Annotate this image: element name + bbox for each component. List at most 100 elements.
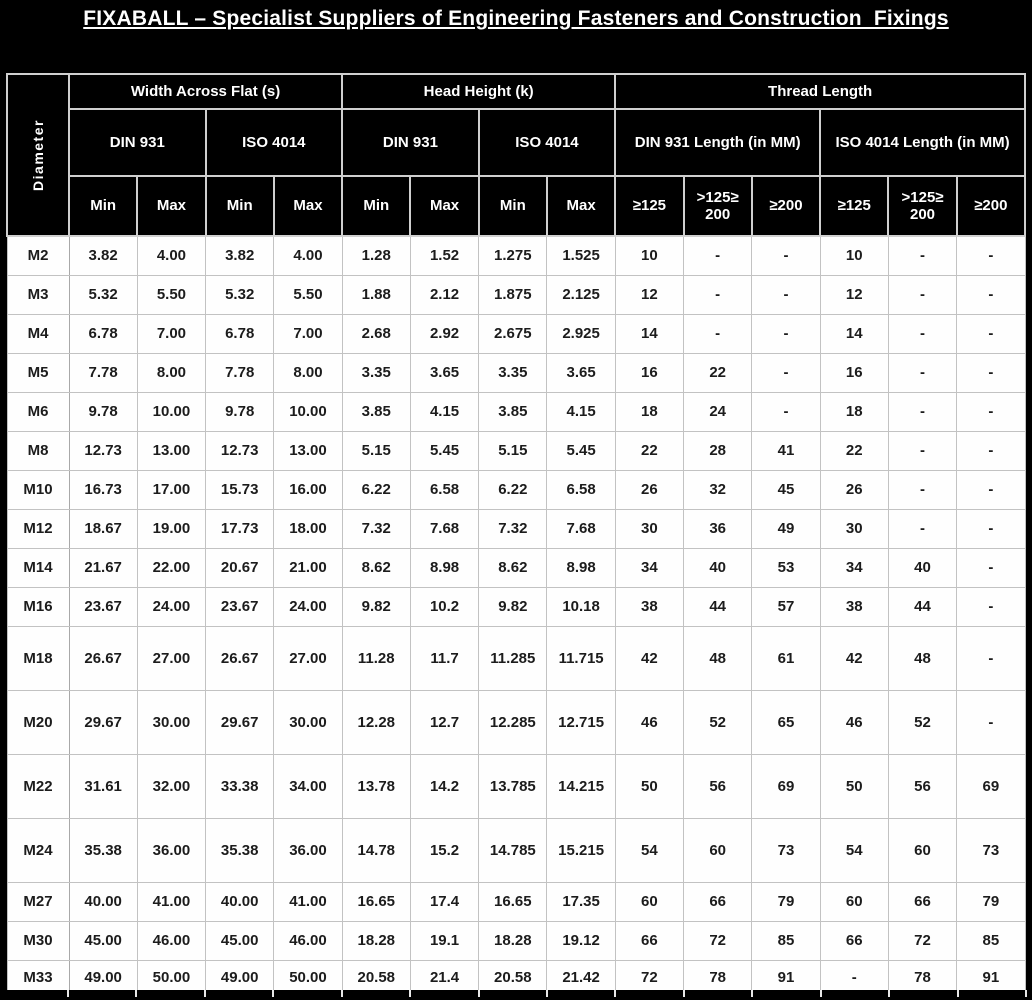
cell: 7.68: [546, 508, 616, 549]
table-row: M18 26.67 27.00 26.67 27.00 11.28 11.7 11.285 11…: [6, 625, 1026, 691]
cell: 7.78: [68, 352, 138, 393]
col-waf-iso-min: Min: [204, 175, 275, 237]
cell: 30: [614, 508, 685, 549]
cell: 26.67: [68, 625, 138, 691]
cell: 38: [614, 586, 685, 627]
grid-tick: [751, 990, 754, 997]
grid-tick: [682, 990, 685, 997]
cell: -: [887, 352, 958, 393]
cell: 22.00: [136, 547, 207, 588]
cell: 27.00: [136, 625, 207, 691]
cell: -: [887, 235, 958, 276]
cell: 1.525: [546, 235, 616, 276]
cell: 14.785: [478, 817, 548, 883]
row-diameter: M6: [6, 391, 70, 432]
cell: 33.38: [205, 753, 275, 819]
cell: -: [887, 430, 958, 471]
col-hh-iso-max: Max: [545, 175, 617, 237]
cell: 2.92: [409, 313, 480, 354]
cell: 17.4: [409, 881, 480, 922]
cell: 5.45: [409, 430, 480, 471]
row-diameter: M5: [6, 352, 70, 393]
cell: 36.00: [136, 817, 207, 883]
cell: 79: [956, 881, 1026, 922]
cell: -: [956, 586, 1026, 627]
cell: 24.00: [273, 586, 343, 627]
subgroup-waf-iso4014: ISO 4014: [204, 108, 344, 177]
cell: 69: [751, 753, 821, 819]
cell: -: [956, 391, 1026, 432]
cell: 69: [956, 753, 1026, 819]
col-waf-iso-max: Max: [272, 175, 344, 237]
cell: 12.7: [409, 689, 480, 755]
grid-tick: [819, 990, 822, 997]
table-row: M4 6.78 7.00 6.78 7.00 2.68 2.92 2.675 2.925 14- -…: [6, 313, 1026, 354]
cell: 18.28: [478, 920, 548, 961]
cell: 53: [751, 547, 821, 588]
row-diameter: M22: [6, 753, 70, 819]
cell: 8.00: [273, 352, 343, 393]
table-row: M12 18.67 19.00 17.73 18.00 7.32 7.68 7.32 7.68 3…: [6, 508, 1026, 549]
row-diameter: M8: [6, 430, 70, 471]
cell: 45.00: [68, 920, 138, 961]
cell: 60: [683, 817, 753, 883]
cell: 40: [887, 547, 958, 588]
cell: 10.2: [409, 586, 480, 627]
cell: 20.67: [205, 547, 275, 588]
diameter-column-header: Diameter: [6, 73, 70, 237]
cell: 22: [819, 430, 889, 471]
cell: -: [751, 352, 821, 393]
cell: 13.785: [478, 753, 548, 819]
cell: 4.15: [546, 391, 616, 432]
cell: 3.85: [341, 391, 411, 432]
cell: -: [956, 235, 1026, 276]
cell: 3.82: [68, 235, 138, 276]
cell: 27.00: [273, 625, 343, 691]
subgroup-tl-iso4014: ISO 4014 Length (in MM): [819, 108, 1026, 177]
page-title: FIXABALL – Specialist Suppliers of Engin…: [83, 7, 949, 30]
cell: -: [956, 625, 1026, 691]
cell: 36.00: [273, 817, 343, 883]
row-diameter: M3: [6, 274, 70, 315]
cell: 12: [819, 274, 889, 315]
row-diameter: M12: [6, 508, 70, 549]
row-diameter: M20: [6, 689, 70, 755]
cell: 56: [683, 753, 753, 819]
cell: 46.00: [136, 920, 207, 961]
cell: 5.32: [205, 274, 275, 315]
cell: 60: [614, 881, 685, 922]
cell: 18.00: [273, 508, 343, 549]
table-row: M5 7.78 8.00 7.78 8.00 3.35 3.65 3.35 3.65 16 22-1…: [6, 352, 1026, 393]
cell: 40.00: [68, 881, 138, 922]
cell: 3.35: [478, 352, 548, 393]
cell: 6.78: [205, 313, 275, 354]
cell: 4.00: [273, 235, 343, 276]
cell: 40.00: [205, 881, 275, 922]
col-tl-din-125-200: >125≥ 200: [682, 175, 753, 237]
cell: 7.78: [205, 352, 275, 393]
cell: 11.285: [478, 625, 548, 691]
cell: 5.45: [546, 430, 616, 471]
table-row: M6 9.78 10.00 9.78 10.00 3.85 4.15 3.85 4.15 18 24…: [6, 391, 1026, 432]
cell: 42: [819, 625, 889, 691]
cell: 8.98: [546, 547, 616, 588]
table-row: M24 35.38 36.00 35.38 36.00 14.78 15.2 14.785 15…: [6, 817, 1026, 883]
cell: 3.65: [409, 352, 480, 393]
cell: 6.22: [478, 469, 548, 510]
cell: 32.00: [136, 753, 207, 819]
subgroup-hh-iso4014: ISO 4014: [477, 108, 617, 177]
cell: 3.65: [546, 352, 616, 393]
cell: -: [819, 959, 889, 996]
grid-tick: [614, 990, 617, 997]
cell: 34.00: [273, 753, 343, 819]
cell: 21.42: [546, 959, 616, 996]
cell: 16.65: [341, 881, 411, 922]
cell: 20.58: [478, 959, 548, 996]
cell: 66: [887, 881, 958, 922]
cell: 5.15: [341, 430, 411, 471]
cell: -: [887, 469, 958, 510]
cell: 9.78: [68, 391, 138, 432]
cell: 13.00: [273, 430, 343, 471]
cell: 9.78: [205, 391, 275, 432]
table-body: M2 3.82 4.00 3.82 4.00 1.28 1.52 1.275 1.525 10- -…: [6, 235, 1026, 996]
